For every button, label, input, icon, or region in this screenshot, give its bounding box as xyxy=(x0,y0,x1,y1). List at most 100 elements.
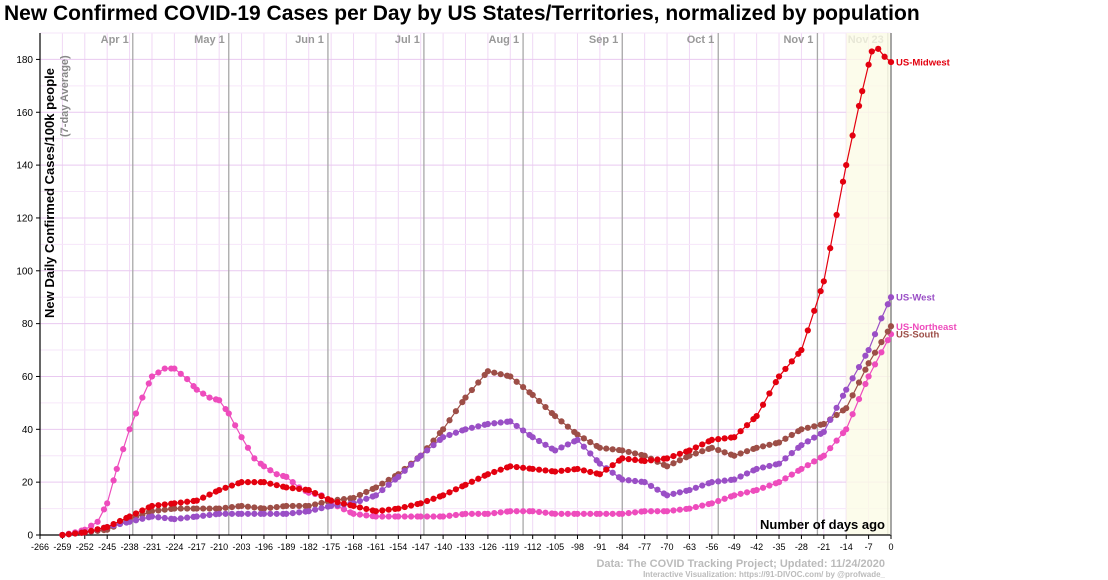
data-point xyxy=(529,465,536,473)
x-tick-label: -175 xyxy=(322,542,340,552)
data-point xyxy=(766,462,773,470)
data-point xyxy=(871,349,879,356)
data-point xyxy=(855,379,863,386)
x-tick-label: -14 xyxy=(840,542,853,552)
data-point xyxy=(884,328,891,335)
data-point xyxy=(206,511,213,519)
data-point xyxy=(535,397,543,405)
data-point xyxy=(596,471,603,478)
data-point xyxy=(721,435,728,442)
data-point xyxy=(216,486,223,494)
data-point xyxy=(312,506,319,513)
x-tick-label: -126 xyxy=(479,542,497,552)
data-point xyxy=(513,463,520,471)
data-point xyxy=(116,517,124,525)
data-point xyxy=(737,490,744,497)
data-point xyxy=(587,439,594,446)
data-point xyxy=(507,418,514,425)
data-point xyxy=(820,428,827,436)
data-point xyxy=(551,510,559,517)
data-point xyxy=(440,492,447,499)
data-point xyxy=(686,486,693,494)
data-point xyxy=(468,510,475,517)
data-point xyxy=(782,475,789,482)
y-tick-label: 20 xyxy=(22,478,34,489)
data-point xyxy=(759,401,767,408)
data-point xyxy=(535,508,543,516)
data-point xyxy=(155,369,162,376)
x-tick-label: -98 xyxy=(571,542,584,552)
data-point xyxy=(663,455,671,462)
data-point xyxy=(200,512,207,519)
data-point xyxy=(350,510,357,517)
data-point xyxy=(574,510,581,517)
data-point xyxy=(875,45,882,52)
data-point xyxy=(395,505,402,512)
data-point xyxy=(81,529,88,536)
data-point xyxy=(820,452,827,459)
data-point xyxy=(833,411,840,419)
month-label: Aug 1 xyxy=(489,34,520,46)
data-point xyxy=(318,493,325,500)
data-point xyxy=(430,442,437,449)
data-point xyxy=(798,465,805,473)
data-point xyxy=(363,495,370,502)
series-us-south xyxy=(59,323,895,539)
x-tick-label: -105 xyxy=(546,542,564,552)
data-point xyxy=(551,413,559,420)
data-point xyxy=(811,434,818,441)
x-tick-label: -42 xyxy=(750,542,763,552)
data-point xyxy=(855,363,863,371)
data-point xyxy=(59,531,66,539)
data-point xyxy=(542,441,549,448)
data-point xyxy=(334,499,341,506)
visualization-credit: Interactive Visualization: https://91-DI… xyxy=(643,570,885,579)
x-tick-label: -203 xyxy=(233,542,251,552)
data-point xyxy=(596,510,603,517)
data-point xyxy=(260,479,268,486)
data-point xyxy=(273,482,280,489)
data-point xyxy=(88,527,95,534)
data-point xyxy=(452,511,460,519)
y-tick-label: 120 xyxy=(16,213,33,224)
x-tick-label: -35 xyxy=(773,542,786,552)
data-point xyxy=(260,463,268,470)
data-point xyxy=(161,506,168,513)
data-point xyxy=(862,352,869,359)
data-point xyxy=(887,323,895,330)
data-point xyxy=(708,500,715,507)
x-tick-label: -238 xyxy=(121,542,139,552)
data-point xyxy=(859,88,866,95)
month-label: Oct 1 xyxy=(687,34,715,46)
data-point xyxy=(564,423,571,430)
data-point xyxy=(753,465,760,473)
data-point xyxy=(200,494,207,501)
data-point xyxy=(881,53,888,60)
data-point xyxy=(833,404,840,411)
data-point xyxy=(356,497,364,505)
y-tick-label: 80 xyxy=(22,319,34,330)
data-point xyxy=(820,278,827,285)
x-tick-label: -21 xyxy=(817,542,830,552)
data-point xyxy=(408,502,415,509)
data-point xyxy=(161,501,168,508)
data-point xyxy=(283,502,290,510)
data-point xyxy=(839,178,847,185)
data-point xyxy=(715,436,722,443)
x-tick-label: -77 xyxy=(638,542,651,552)
x-tick-label: -154 xyxy=(389,542,407,552)
data-point xyxy=(654,456,661,463)
data-point xyxy=(296,485,303,493)
data-point xyxy=(216,510,223,517)
data-point xyxy=(804,327,811,334)
data-point xyxy=(798,346,805,354)
data-point xyxy=(631,509,639,516)
series-end-label: US-West xyxy=(896,293,936,304)
data-point xyxy=(529,391,536,399)
series-line xyxy=(62,48,892,536)
data-point xyxy=(65,531,72,538)
data-point xyxy=(529,508,536,515)
data-point xyxy=(222,504,229,511)
data-point xyxy=(139,515,146,522)
data-point xyxy=(743,448,751,455)
